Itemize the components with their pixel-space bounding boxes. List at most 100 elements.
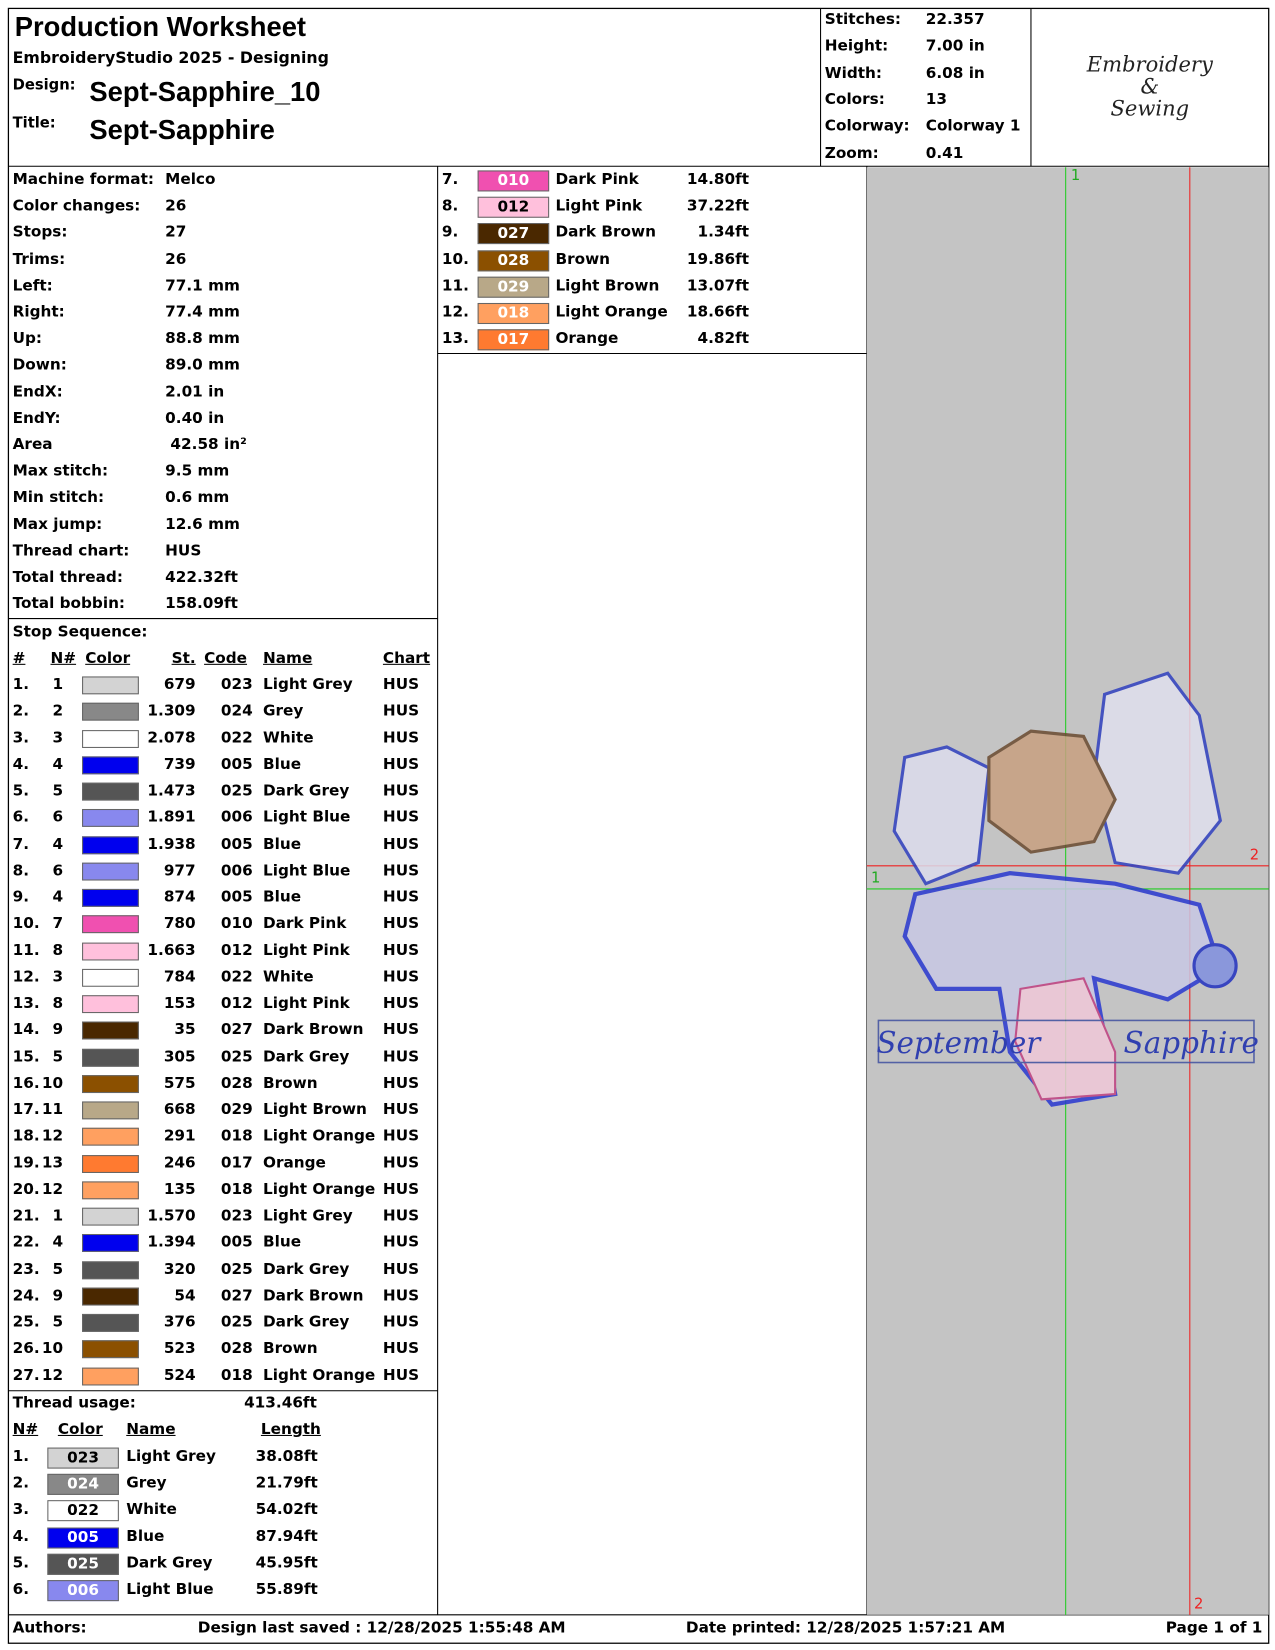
page-number: Page 1 of 1 [1165, 1620, 1263, 1637]
axis-marker: 2 [1194, 1595, 1204, 1613]
thread-chart: HUS [382, 1021, 420, 1039]
stop-number: 24. [12, 1287, 40, 1305]
thread-name: Dark Grey [126, 1554, 213, 1572]
needle-number: 5 [52, 1260, 64, 1278]
color-swatch [82, 1021, 139, 1040]
thread-name: Blue [263, 888, 302, 906]
needle-number: 7 [52, 915, 64, 933]
stitch-count: 153 [163, 995, 196, 1013]
thread-code: 024 [67, 1476, 100, 1493]
thread-chart: HUS [382, 1154, 420, 1172]
thread-name: Dark Grey [263, 1048, 350, 1066]
info-value: Melco [165, 171, 216, 189]
thread-code: 012 [497, 199, 530, 216]
stitch-count: 1.663 [147, 942, 196, 959]
stitch-count: 874 [163, 888, 196, 906]
needle-number: 9 [52, 1021, 64, 1039]
needle-number: 9 [52, 1287, 64, 1305]
stop-number: 6. [12, 809, 30, 827]
thread-chart: HUS [382, 1128, 420, 1145]
color-swatch [82, 702, 139, 721]
thread-code: 027 [220, 1287, 253, 1305]
summary-label: Stitches: [824, 11, 902, 29]
thread-code: 006 [67, 1582, 100, 1600]
needle-number: 5 [52, 1048, 64, 1066]
color-chip [477, 249, 550, 271]
thread-code: 017 [497, 331, 530, 349]
thread-name: Brown [263, 1340, 318, 1358]
stop-number: 7. [12, 835, 30, 853]
thread-length: 1.34ft [697, 224, 750, 242]
color-swatch [82, 1207, 139, 1226]
thread-code: 018 [497, 305, 530, 322]
info-label: Min stitch: [12, 489, 105, 507]
color-chip [47, 1500, 119, 1522]
needle-number: 5 [52, 782, 64, 800]
color-chip [47, 1474, 119, 1496]
stitch-count: 1.394 [147, 1234, 196, 1252]
info-label: Up: [12, 330, 43, 348]
thread-chart: HUS [382, 1207, 420, 1225]
axis-marker: 1 [1070, 167, 1081, 185]
color-swatch [82, 809, 139, 828]
thread-name: Dark Pink [555, 171, 639, 189]
stop-number: 23. [12, 1260, 40, 1278]
info-label: EndY: [12, 410, 61, 427]
thread-code: 018 [220, 1128, 253, 1145]
thread-code: 005 [220, 835, 253, 853]
info-value: 9.5 mm [165, 463, 230, 480]
thread-code: 006 [220, 809, 253, 827]
info-value: 0.40 in [165, 410, 225, 427]
thread-chart: HUS [382, 888, 420, 906]
info-label: Down: [12, 357, 67, 374]
thread-length: 87.94ft [255, 1528, 318, 1545]
thread-code: 028 [220, 1074, 253, 1092]
thread-name: Blue [126, 1528, 165, 1545]
column-header: N# [12, 1421, 39, 1439]
thread-name: Blue [263, 835, 302, 853]
thread-chart: HUS [382, 1340, 420, 1358]
stitch-count: 35 [174, 1021, 196, 1039]
summary-value: Colorway 1 [925, 118, 1021, 135]
thread-code: 025 [220, 1313, 253, 1331]
needle-number: 6 [52, 862, 64, 880]
stitch-count: 135 [163, 1181, 196, 1198]
usage-number: 12. [441, 304, 469, 321]
summary-label: Colors: [824, 91, 885, 109]
column-header: Length [260, 1421, 321, 1439]
color-swatch [82, 1181, 139, 1200]
thread-code: 025 [220, 782, 253, 800]
thread-name: Light Orange [555, 304, 668, 321]
info-label: Area [12, 436, 53, 454]
color-swatch [82, 942, 139, 960]
thread-chart: HUS [382, 1313, 420, 1331]
stop-number: 4. [12, 756, 30, 773]
needle-number: 8 [52, 995, 64, 1013]
thread-code: 022 [220, 968, 253, 986]
color-swatch [82, 1340, 139, 1359]
thread-length: 38.08ft [255, 1448, 318, 1466]
color-swatch [82, 1234, 139, 1253]
thread-code: 006 [220, 862, 253, 880]
thread-name: Brown [555, 251, 611, 268]
thread-length: 14.80ft [686, 171, 750, 189]
color-swatch [82, 1287, 139, 1306]
color-swatch [82, 1313, 139, 1332]
thread-chart: HUS [382, 1234, 420, 1252]
thread-length: 13.07ft [686, 277, 750, 295]
title-label: Title: [12, 114, 56, 132]
thread-name: Dark Brown [263, 1287, 364, 1305]
design-caption: September [876, 1025, 1041, 1061]
thread-name: Light Grey [263, 676, 353, 694]
summary-value: 22.357 [925, 11, 985, 29]
usage-number: 10. [441, 251, 469, 268]
thread-name: Light Pink [263, 942, 350, 959]
color-chip [47, 1527, 119, 1549]
thread-length: 19.86ft [686, 251, 750, 268]
section-title: Thread usage: [12, 1394, 136, 1412]
summary-value: 7.00 in [925, 38, 985, 56]
color-swatch [82, 995, 139, 1014]
color-swatch [82, 729, 139, 748]
color-swatch [82, 782, 139, 801]
